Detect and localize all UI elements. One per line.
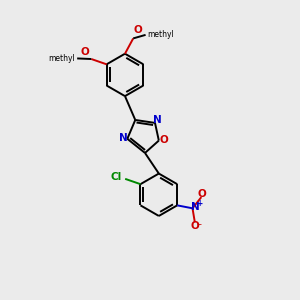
Text: ⁻: ⁻ (197, 222, 202, 232)
Text: Cl: Cl (111, 172, 122, 182)
Text: +: + (196, 199, 202, 208)
Text: O: O (80, 47, 89, 57)
Text: methyl: methyl (147, 30, 174, 39)
Text: O: O (198, 189, 207, 199)
Text: N: N (191, 202, 200, 212)
Text: O: O (159, 135, 168, 145)
Text: methyl: methyl (49, 54, 75, 63)
Text: N: N (119, 133, 128, 143)
Text: O: O (191, 221, 200, 231)
Text: O: O (134, 26, 142, 35)
Text: N: N (153, 115, 161, 125)
